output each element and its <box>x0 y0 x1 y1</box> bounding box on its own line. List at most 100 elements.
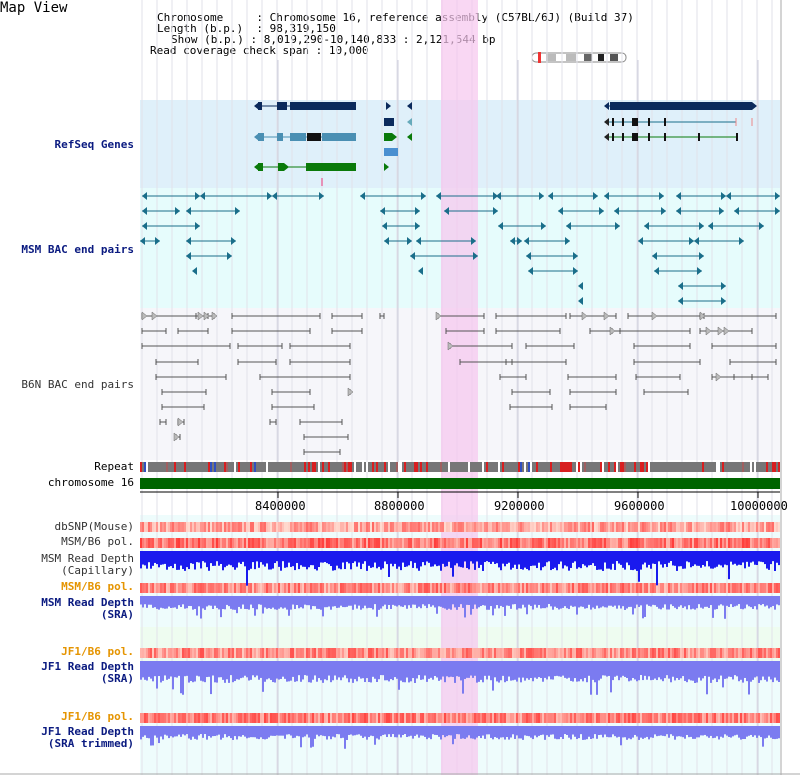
jf1-b6-pol-heat <box>140 648 780 658</box>
bac-pair <box>436 192 498 200</box>
msm-bac-track[interactable] <box>140 192 780 305</box>
exon <box>290 102 356 110</box>
gene-arrow <box>392 133 397 141</box>
bac-pair <box>142 207 180 215</box>
bac-pair <box>155 359 199 365</box>
bac-pair <box>635 374 681 380</box>
exon <box>736 133 738 141</box>
bac-pair <box>161 404 205 410</box>
bac-pair <box>142 222 200 230</box>
length-info: Length (b.p.) : 98,319,150 <box>157 22 336 35</box>
bac-pair <box>569 404 607 410</box>
bac-pair <box>694 237 744 245</box>
gene-arrow <box>752 102 757 110</box>
gene-arrow <box>254 133 259 141</box>
bac-pair <box>495 313 567 319</box>
bac-pair <box>633 343 691 349</box>
bac-pair <box>380 207 420 215</box>
heat-tracks[interactable] <box>140 522 780 723</box>
exon <box>632 133 638 141</box>
exon <box>384 148 398 156</box>
chromosome-label: Chromosome <box>157 11 224 24</box>
bac-pair <box>644 222 704 230</box>
bac-pair <box>384 237 412 245</box>
exon <box>290 133 306 141</box>
bac-pair <box>379 313 385 319</box>
bac-pair <box>733 374 769 380</box>
bac-pair <box>558 207 604 215</box>
bac-pair <box>569 389 617 395</box>
bac-end <box>723 326 730 336</box>
bac-pair <box>525 343 575 349</box>
refseq-gene-track[interactable] <box>254 102 757 186</box>
bac-pair <box>726 192 780 200</box>
axis-tick-label: 9200000 <box>494 499 545 513</box>
bac-pair <box>141 343 231 349</box>
bac-pair <box>643 389 689 395</box>
bac-pair <box>186 237 236 245</box>
bac-pair <box>496 192 544 200</box>
bac-pair <box>676 207 724 215</box>
msm-depth-cap-label-1: MSM Read Depth <box>41 552 134 565</box>
depth-tracks[interactable] <box>140 551 780 749</box>
bac-pair <box>498 222 546 230</box>
bac-pair <box>614 207 666 215</box>
chromosome-ideogram[interactable] <box>531 52 627 63</box>
msm-b6-pol-label-1: MSM/B6 pol. <box>61 535 134 548</box>
repeat-track[interactable] <box>140 462 780 472</box>
b6n-bac-track[interactable] <box>141 311 777 455</box>
span-label: Read coverage check span <box>150 44 309 57</box>
bac-pair <box>578 282 583 290</box>
gene-arrow <box>407 102 412 110</box>
bac-pair <box>445 328 485 334</box>
bac-pair <box>652 252 704 260</box>
bac-pair <box>155 374 227 380</box>
msm-b6-pol-heat <box>140 538 780 548</box>
exon <box>278 163 284 171</box>
axis-tick-label: 8400000 <box>255 499 306 513</box>
bac-pair <box>528 267 578 275</box>
bac-pair <box>231 328 311 334</box>
msm-bac-label: MSM BAC end pairs <box>21 243 134 256</box>
bac-pair <box>140 237 160 245</box>
bac-pair <box>654 267 702 275</box>
bac-end <box>717 326 724 336</box>
bac-pair <box>495 328 561 334</box>
bac-pair <box>159 419 167 425</box>
bac-pair <box>499 374 527 380</box>
jf1-b6-pol-label-2: JF1/B6 pol. <box>61 710 134 723</box>
bac-pair <box>161 389 207 395</box>
bac-pair <box>331 328 363 334</box>
bac-end <box>141 311 148 321</box>
bac-pair <box>604 192 664 200</box>
bac-pair <box>303 449 341 455</box>
gene-arrow <box>407 118 412 126</box>
axis-tick-label: 9600000 <box>614 499 665 513</box>
exon <box>664 118 666 126</box>
bac-end <box>177 417 184 427</box>
bac-end <box>203 311 210 321</box>
bac-end <box>173 432 180 442</box>
bac-pair <box>676 192 726 200</box>
exon <box>648 133 650 141</box>
bac-pair <box>289 343 351 349</box>
bac-pair <box>186 252 232 260</box>
jf1-b6-pol-label-1: JF1/B6 pol. <box>61 645 134 658</box>
msm-b6-pol-heat-2 <box>140 583 780 593</box>
bac-pair <box>271 389 311 395</box>
bac-pair <box>272 192 324 200</box>
gene-arrow <box>254 102 259 110</box>
exon <box>622 118 624 126</box>
bac-end <box>699 311 706 321</box>
bac-pair <box>360 192 426 200</box>
bac-pair <box>444 207 498 215</box>
bac-pair <box>638 237 694 245</box>
bac-end <box>197 311 204 321</box>
bac-pair <box>548 192 598 200</box>
bac-pair <box>567 374 617 380</box>
bac-pair <box>142 192 200 200</box>
bac-pair <box>192 267 197 275</box>
msm-depth-cap <box>140 551 780 586</box>
chromosome-bar[interactable] <box>140 478 780 489</box>
